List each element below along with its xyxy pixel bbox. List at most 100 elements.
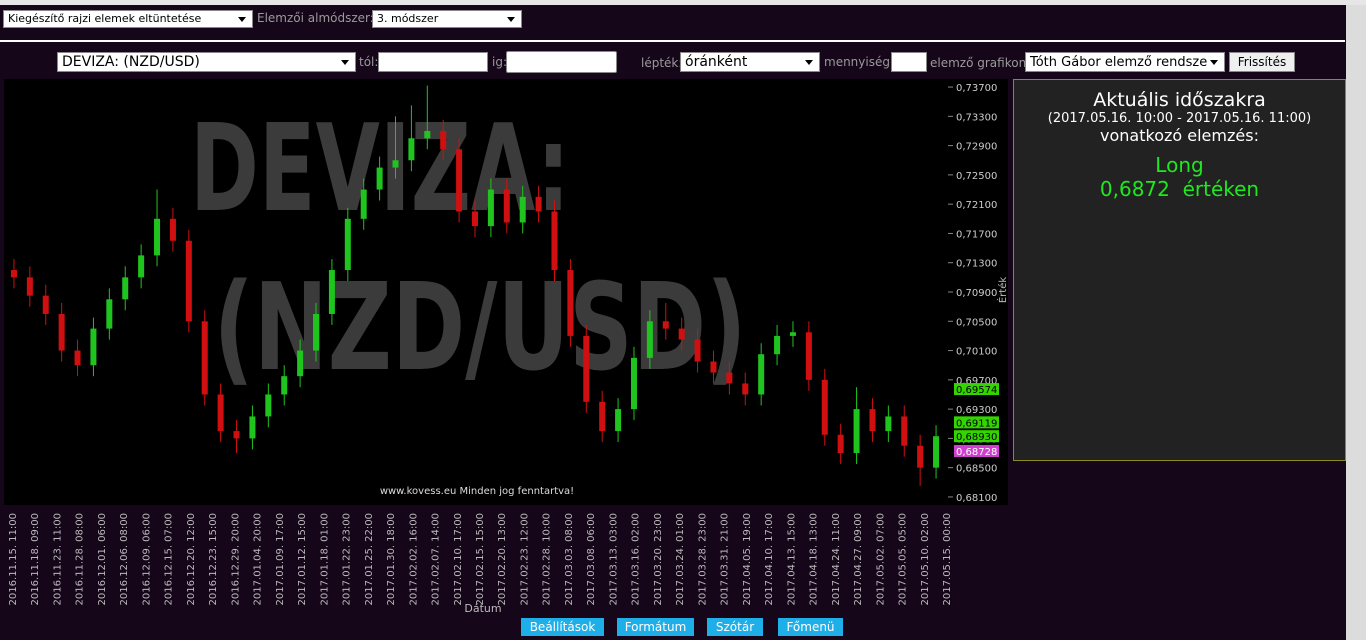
price-marker-label: 0,69574 <box>956 385 997 396</box>
price-marker <box>954 444 999 457</box>
scale-select[interactable]: óránként <box>680 52 820 72</box>
x-tick-label: 2017.02.20. 13:00 <box>497 513 508 605</box>
candle-body <box>328 270 335 314</box>
candle-body <box>106 299 113 329</box>
price-marker-label: 0,69119 <box>956 418 997 429</box>
y-tick-label: 0,73700 <box>956 83 997 94</box>
signal: Long <box>1155 153 1204 177</box>
candle-body <box>185 240 192 322</box>
divider <box>0 40 1345 42</box>
candle-body <box>837 434 844 454</box>
scale-label: lépték: <box>641 56 683 70</box>
candle-body <box>615 409 622 432</box>
x-tick-label: 2016.12.20. 12:00 <box>186 513 197 605</box>
candle-body <box>169 218 176 241</box>
x-tick-label: 2017.05.10. 02:00 <box>920 513 931 605</box>
candle-body <box>297 350 304 377</box>
candle-body <box>138 255 145 278</box>
refresh-button[interactable]: Frissítés <box>1229 52 1295 72</box>
candle-body <box>408 138 415 161</box>
quantity-label: mennyiség: <box>824 55 895 69</box>
candle-body <box>217 394 224 432</box>
x-tick-label: 2017.02.15. 15:00 <box>475 513 486 605</box>
to-input[interactable] <box>506 51 617 73</box>
candle-body <box>774 335 781 355</box>
candle-body <box>233 431 240 439</box>
chart: DEVIZA: (NZD/USD) www.kovess.eu Minden j… <box>4 79 1009 615</box>
chart-label: elemző grafikon: <box>930 56 1031 70</box>
candle-body <box>58 313 65 351</box>
candle-body <box>313 313 320 351</box>
analysis-panel: Aktuális időszakra (2017.05.16. 10:00 - … <box>1013 79 1346 461</box>
x-tick-label: 2016.11.23. 11:00 <box>52 513 63 605</box>
candle-body <box>821 379 828 435</box>
price-marker <box>954 383 999 396</box>
candle-body <box>551 211 558 271</box>
x-tick-label: 2017.01.04. 20:00 <box>253 513 264 605</box>
candle-body <box>583 335 590 402</box>
format-button[interactable]: Formátum <box>617 618 694 636</box>
x-axis-label: Dátum <box>464 602 501 615</box>
x-tick-label: 2017.02.02. 16:00 <box>408 513 419 605</box>
y-tick-label: 0,72900 <box>956 142 997 153</box>
candle-body <box>694 339 701 362</box>
dictionary-button[interactable]: Szótár <box>707 618 763 636</box>
x-tick-label: 2017.01.18. 01:00 <box>319 513 330 605</box>
candle-body <box>726 372 733 384</box>
x-tick-label: 2017.01.09. 17:00 <box>275 513 286 605</box>
candle-body <box>10 270 17 278</box>
candle-body <box>392 160 399 168</box>
x-tick-label: 2017.05.15. 00:00 <box>942 513 953 605</box>
submethod-label: Elemzői almódszer: <box>257 11 374 25</box>
from-input[interactable] <box>378 52 488 72</box>
candle-body <box>678 328 685 340</box>
quantity-input[interactable] <box>891 52 927 72</box>
submethod-select[interactable]: 3. módszer <box>372 10 522 28</box>
candle-body <box>885 416 892 432</box>
x-tick-label: 2017.03.31. 21:00 <box>720 513 731 605</box>
candle-body <box>26 277 33 296</box>
y-tick-label: 0,69700 <box>956 376 997 387</box>
x-tick-label: 2017.01.22. 23:00 <box>342 513 353 605</box>
x-tick-label: 2017.04.13. 15:00 <box>786 513 797 605</box>
candle-body <box>742 383 749 395</box>
copyright: www.kovess.eu Minden jog fenntartva! <box>380 486 574 497</box>
x-tick-label: 2016.11.28. 08:00 <box>75 513 86 605</box>
x-tick-label: 2017.02.07. 14:00 <box>431 513 442 605</box>
main-menu-button[interactable]: Főmenü <box>778 618 843 636</box>
x-tick-label: 2017.02.28. 10:00 <box>542 513 553 605</box>
x-tick-label: 2017.04.24. 11:00 <box>831 513 842 605</box>
x-tick-label: 2016.11.15. 11:00 <box>8 513 19 605</box>
candle-body <box>201 321 208 395</box>
x-tick-label: 2017.03.28. 23:00 <box>697 513 708 605</box>
candle-body <box>456 149 463 212</box>
candle-body <box>344 218 351 271</box>
x-tick-label: 2017.03.13. 03:00 <box>608 513 619 605</box>
candle-body <box>567 270 574 336</box>
chart-select[interactable]: Tóth Gábor elemző rendsze <box>1025 52 1225 72</box>
analysis-period: (2017.05.16. 10:00 - 2017.05.16. 11:00) <box>1047 111 1312 126</box>
x-tick-label: 2017.05.05. 05:00 <box>898 513 909 605</box>
x-tick-label: 2017.02.10. 17:00 <box>453 513 464 605</box>
x-tick-label: 2016.12.15. 07:00 <box>164 513 175 605</box>
candle-body <box>503 189 510 223</box>
x-tick-label: 2017.05.02. 07:00 <box>875 513 886 605</box>
x-tick-label: 2017.03.24. 01:00 <box>675 513 686 605</box>
candle-body <box>933 436 940 468</box>
x-tick-label: 2017.03.08. 06:00 <box>586 513 597 605</box>
x-tick-label: 2017.02.23. 12:00 <box>519 513 530 605</box>
candle-body <box>535 196 542 212</box>
candle-body <box>853 409 860 454</box>
y-tick-label: 0,68100 <box>956 493 997 504</box>
settings-button[interactable]: Beállítások <box>521 618 604 636</box>
candle-body <box>917 445 924 468</box>
hide-select[interactable]: Kiegészítő rajzi elemek eltüntetése <box>3 10 253 28</box>
instrument-select[interactable]: DEVIZA: (NZD/USD) <box>57 52 356 72</box>
to-label: ig: <box>492 55 507 69</box>
candle-body <box>376 167 383 190</box>
x-tick-label: 2017.01.30. 18:00 <box>386 513 397 605</box>
y-tick-label: 0,71700 <box>956 229 997 240</box>
candle-body <box>90 328 97 366</box>
candle-body <box>646 321 653 358</box>
